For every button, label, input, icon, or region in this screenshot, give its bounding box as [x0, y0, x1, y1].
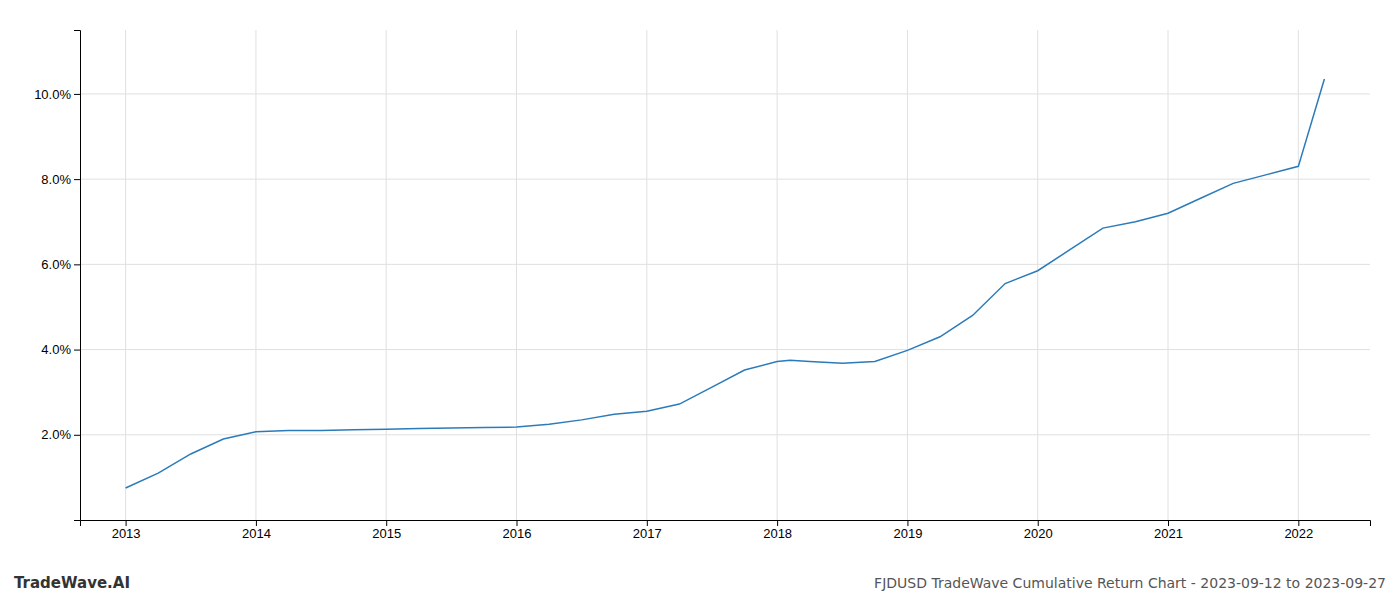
grid-line [80, 179, 1370, 180]
tick-label: 8.0% [41, 172, 71, 187]
tick-mark [386, 520, 387, 526]
grid-line [386, 30, 387, 520]
grid-line [907, 30, 908, 520]
tick-mark [256, 520, 257, 526]
y-axis: 2.0% 4.0% 6.0% 8.0% 10.0% [34, 31, 80, 521]
tick-mark [74, 179, 80, 180]
grid [80, 30, 1370, 520]
chart: 2013 2014 2015 2016 2017 2018 2019 2020 2021 2022… [0, 0, 1400, 600]
tick-label: 2.0% [41, 427, 71, 442]
tick: 2019 [893, 520, 922, 541]
axis-line [74, 31, 81, 521]
tick-mark [1038, 520, 1039, 526]
tick: 2018 [763, 520, 792, 541]
line [126, 79, 1325, 488]
tick-label: 6.0% [41, 257, 71, 272]
grid-line [80, 434, 1370, 435]
tick: 2015 [372, 520, 401, 541]
grid-line [777, 30, 778, 520]
grid-line [80, 349, 1370, 350]
tick: 6.0% [41, 257, 80, 272]
tick-mark [126, 520, 127, 526]
axis-line [81, 521, 1371, 527]
tick: 2021 [1154, 520, 1183, 541]
tick-label: 4.0% [41, 342, 71, 357]
title: FJDUSD TradeWave Cumulative Return Chart… [874, 575, 1386, 591]
tick-mark [74, 264, 80, 265]
plot: 2013 2014 2015 2016 2017 2018 2019 2020 2021 2022… [34, 30, 1370, 541]
tick-label: 2019 [893, 526, 922, 541]
tick-mark [1298, 520, 1299, 526]
tick-mark [517, 520, 518, 526]
tick: 2016 [503, 520, 532, 541]
tick-mark [907, 520, 908, 526]
tick: 2014 [242, 520, 271, 541]
tick-label: 10.0% [34, 87, 71, 102]
tick-label: 2013 [112, 526, 141, 541]
tick-label: 2014 [242, 526, 271, 541]
grid-line [646, 30, 647, 520]
x-axis: 2013 2014 2015 2016 2017 2018 2019 2020 2021 2022 [81, 520, 1371, 541]
tick-label: 2020 [1024, 526, 1053, 541]
tick-label: 2022 [1284, 526, 1313, 541]
tick: 4.0% [41, 342, 80, 357]
tick-label: 2018 [763, 526, 792, 541]
grid-line [1168, 30, 1169, 520]
grid-line [80, 264, 1370, 265]
tick: 10.0% [34, 87, 80, 102]
tick-mark [74, 350, 80, 351]
tick-mark [1168, 520, 1169, 526]
grid-line [125, 30, 126, 520]
tick: 2020 [1024, 520, 1053, 541]
grid-line [255, 30, 256, 520]
tick-mark [777, 520, 778, 526]
grid-line [1037, 30, 1038, 520]
tick: 2017 [633, 520, 662, 541]
grid-line [516, 30, 517, 520]
marks [126, 79, 1325, 488]
tick-label: 2016 [503, 526, 532, 541]
tick: 2013 [112, 520, 141, 541]
tick-label: 2015 [372, 526, 401, 541]
tick: 2022 [1284, 520, 1313, 541]
tick-label: 2021 [1154, 526, 1183, 541]
tick: 8.0% [41, 172, 80, 187]
grid-line [80, 93, 1370, 94]
grid-line [1298, 30, 1299, 520]
tick-mark [74, 94, 80, 95]
tick-mark [647, 520, 648, 526]
tick: 2.0% [41, 427, 80, 442]
tick-label: 2017 [633, 526, 662, 541]
tick-mark [74, 435, 80, 436]
watermark: TradeWave.AI [14, 574, 130, 592]
